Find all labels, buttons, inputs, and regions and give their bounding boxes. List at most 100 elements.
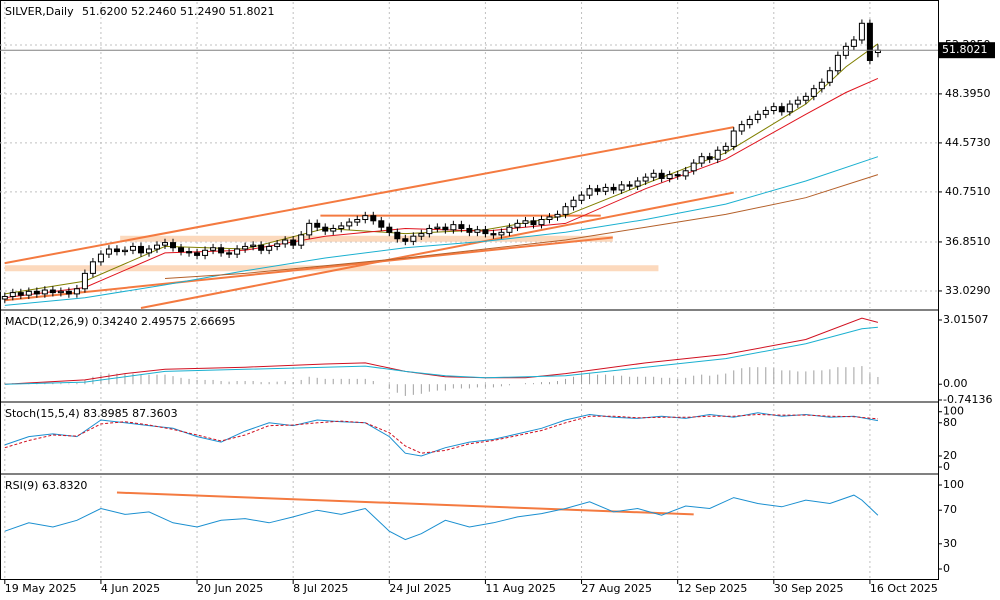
candle-body (514, 222, 521, 228)
candle-body (202, 249, 209, 256)
x-tick-label: 24 Jul 2025 (389, 582, 451, 595)
candle-body (778, 106, 785, 113)
header-value: 51.6200 (82, 5, 128, 18)
candle-body (9, 292, 16, 297)
candle-body (354, 219, 361, 223)
candle-body (578, 194, 585, 201)
candle-body (362, 215, 369, 221)
x-tick-label: 20 Jun 2025 (197, 582, 263, 595)
candle-body (25, 290, 32, 296)
indicator-line (4, 156, 879, 306)
x-tick-label: 12 Sep 2025 (678, 582, 748, 595)
y-tick-label: 48.3950 (945, 87, 991, 100)
candle-body (234, 248, 241, 255)
candle-body (65, 290, 72, 295)
x-tick-label: 16 Oct 2025 (870, 582, 938, 595)
candle-body (113, 248, 120, 253)
indicator-line (4, 317, 879, 385)
candle-body (154, 244, 161, 250)
candle-body (466, 227, 473, 233)
candle-body (810, 88, 817, 97)
candle-body (282, 239, 289, 245)
y-tick-label: 44.5730 (945, 136, 991, 149)
y-tick-label: 33.0290 (945, 284, 991, 297)
candle-body (474, 229, 481, 233)
candle-body (298, 234, 305, 246)
header-value: 52.2460 (131, 5, 177, 18)
candle-body (458, 224, 465, 229)
x-tick-label: 30 Sep 2025 (774, 582, 844, 595)
candle-body (97, 253, 104, 263)
y-tick-label: 40.7510 (945, 185, 991, 198)
indicator-line (4, 413, 878, 454)
candle-body (538, 219, 545, 226)
candle-body (738, 124, 745, 132)
candle-body (250, 244, 257, 247)
candle-body (314, 222, 321, 228)
pane-title: MACD(12,26,9) 0.34240 2.49575 2.66695 (5, 315, 236, 328)
candle-body (41, 289, 48, 295)
candle-body (226, 252, 233, 255)
candle-body (306, 222, 313, 236)
candle-body (178, 247, 185, 253)
y-tick-label: 70 (943, 503, 957, 516)
candle-body (370, 215, 377, 222)
y-tick-label: 80 (943, 416, 957, 429)
indicator-line (4, 494, 879, 541)
candle-body (322, 226, 329, 232)
candle-body (418, 233, 425, 237)
y-tick-label: 0.00 (943, 377, 968, 390)
candle-body (634, 180, 641, 187)
candle-body (786, 103, 793, 113)
candle-body (698, 156, 705, 164)
candle-body (137, 245, 144, 254)
candle-body (194, 252, 201, 256)
candle-body (834, 54, 841, 72)
y-tick-label: 100 (943, 478, 964, 491)
candle-body (594, 188, 601, 192)
candle-body (530, 220, 537, 226)
candle-body (162, 242, 169, 246)
candle-body (482, 229, 489, 235)
pane-title: RSI(9) 63.8320 (5, 479, 87, 492)
candle-body (602, 186, 609, 192)
candle-body (121, 249, 128, 253)
candle-body (105, 248, 112, 255)
candle-body (81, 272, 88, 290)
header-value: 51.8021 (229, 5, 275, 18)
candle-body (89, 261, 96, 274)
candle-body (258, 244, 265, 251)
candle-body (338, 225, 345, 229)
candle-body (586, 188, 593, 196)
candle-body (858, 22, 865, 41)
candle-body (610, 186, 617, 191)
header-value: 51.2490 (180, 5, 226, 18)
candle-body (386, 226, 393, 233)
price-box (939, 42, 995, 59)
candle-body (49, 289, 56, 294)
candle-body (186, 251, 193, 254)
indicator-line (4, 326, 878, 385)
candle-body (570, 199, 577, 208)
x-tick-label: 4 Jun 2025 (101, 582, 160, 595)
candle-body (762, 109, 769, 115)
candle-body (33, 290, 40, 295)
candle-body (242, 245, 249, 250)
candle-body (802, 95, 809, 101)
price-label: 51.8021 (942, 43, 988, 56)
x-tick-label: 27 Aug 2025 (582, 582, 652, 595)
candle-body (642, 176, 649, 182)
y-tick-label: 0 (943, 562, 950, 575)
candle-body (794, 99, 801, 105)
trendline (4, 236, 613, 302)
y-tick-label: 20 (943, 449, 957, 462)
candle-body (17, 292, 24, 296)
candle-body (129, 245, 136, 251)
candle-body (666, 174, 673, 179)
y-tick-label: 3.01507 (943, 313, 989, 326)
candle-body (266, 245, 273, 251)
candle-body (73, 288, 80, 295)
indicator-line (164, 174, 879, 279)
